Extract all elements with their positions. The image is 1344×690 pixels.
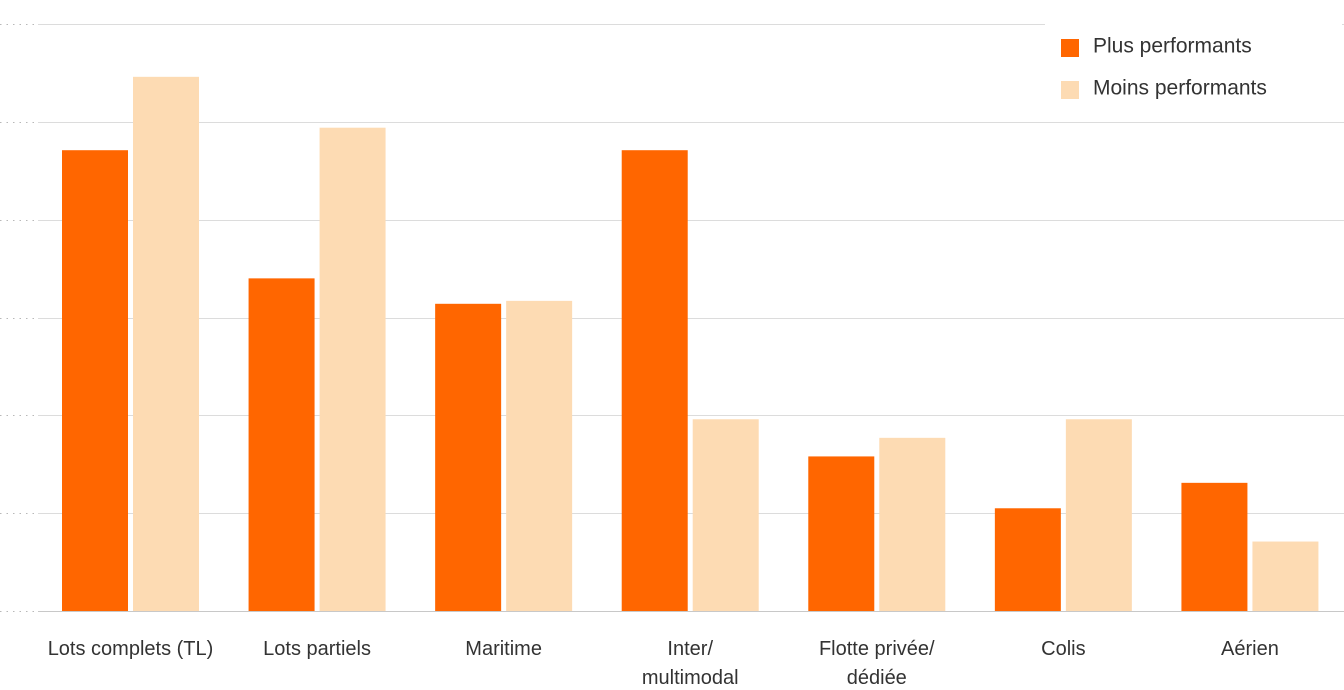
legend-label: Plus performants [1093,35,1252,58]
x-tick-label: Maritime [465,638,542,660]
x-tick-label: Lots partiels [263,638,371,660]
bar-plus-performants [248,278,315,611]
legend-label: Moins performants [1093,77,1267,100]
x-tick-label: Lots complets (TL) [48,638,214,660]
x-tick-label: Inter/multimodal [642,638,739,689]
bar-plus-performants [62,150,128,611]
x-tick-label: Colis [1041,638,1085,660]
bar-plus-performants [621,150,688,611]
bar-moins-performants [133,76,199,611]
bars [62,76,1319,611]
bar-plus-performants [808,456,875,611]
legend-background [1045,14,1342,118]
legend-swatch [1061,81,1079,99]
x-axis: Lots complets (TL) Lots partiels Maritime I… [48,638,1279,689]
bar-moins-performants [506,300,573,611]
bar-moins-performants [879,437,946,611]
bar-moins-performants [319,127,386,611]
x-tick-label: Flotte privée/dédiée [819,638,935,689]
bar-plus-performants [994,508,1061,611]
bar-moins-performants [1065,419,1132,611]
bar-moins-performants [1252,541,1319,611]
bar-plus-performants [1181,482,1248,611]
legend-swatch [1061,39,1079,57]
bar-plus-performants [435,303,502,611]
legend: Plus performants Moins performants [1045,14,1342,118]
x-tick-label: Aérien [1221,638,1279,660]
bar-moins-performants [692,419,759,611]
